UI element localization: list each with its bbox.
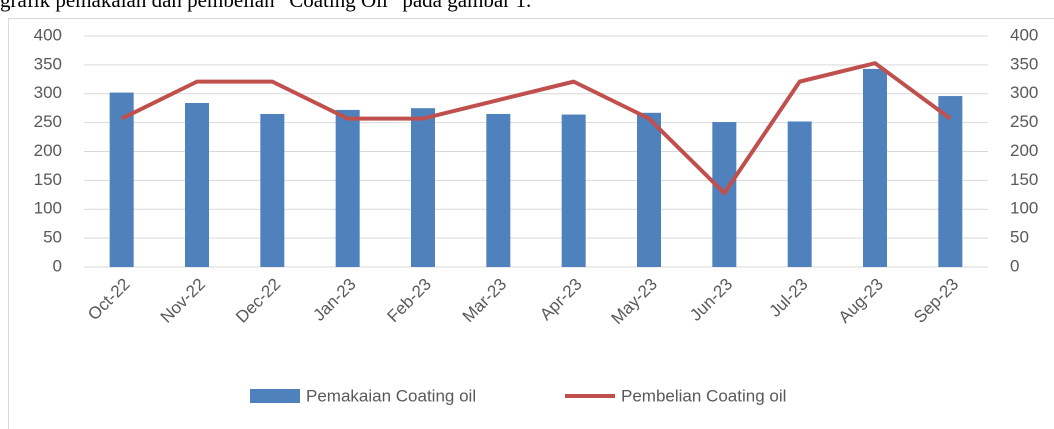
y-tick-label: 250 (34, 112, 62, 131)
y-tick-label: 0 (53, 256, 62, 275)
bar (561, 114, 586, 267)
y-tick-label: 100 (34, 199, 62, 218)
y-tick-label: 300 (34, 83, 62, 102)
y2-tick-label: 0 (1010, 256, 1019, 275)
y2-tick-label: 100 (1010, 199, 1038, 218)
bar (185, 102, 209, 268)
bar (637, 112, 661, 268)
y-tick-label: 350 (34, 54, 62, 73)
bar (109, 92, 134, 267)
caption: grafik pemakaian dan pembelian “Coating … (0, 0, 531, 12)
y2-tick-label: 300 (1010, 83, 1038, 102)
y-tick-label: 400 (34, 25, 62, 44)
line (120, 61, 952, 196)
y2-tick-label: 50 (1010, 228, 1029, 247)
legend-label: Pemakaian Coating oil (306, 386, 476, 405)
y2-tick-label: 250 (1010, 112, 1038, 131)
y-tick-label: 200 (34, 141, 62, 160)
y2-tick-label: 200 (1010, 141, 1038, 160)
y2-tick-label: 350 (1010, 54, 1038, 73)
bar (787, 121, 812, 267)
bar (863, 68, 887, 267)
y-tick-label: 50 (43, 228, 62, 247)
y-tick-label: 150 (34, 170, 62, 189)
y2-tick-label: 400 (1010, 25, 1038, 44)
legend-label: Pembelian Coating oil (621, 386, 786, 405)
bar (486, 113, 511, 268)
bar (335, 109, 360, 267)
bar (260, 113, 285, 268)
bar (411, 108, 435, 267)
y2-tick-label: 150 (1010, 170, 1038, 189)
legend-swatch (250, 389, 300, 403)
bar (938, 96, 963, 267)
